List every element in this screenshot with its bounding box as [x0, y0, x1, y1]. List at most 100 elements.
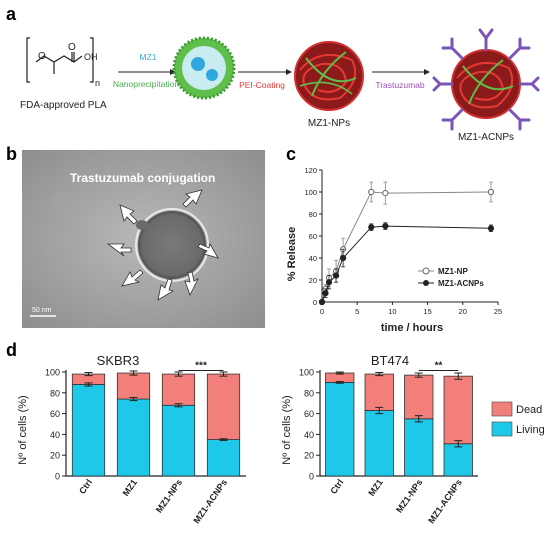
bar-ytick-label: 100	[299, 368, 314, 378]
bar-ytick-label: 0	[55, 472, 60, 482]
step3-label: Trastuzumab	[375, 80, 425, 90]
bar-living	[116, 398, 151, 477]
chart-c-point	[487, 188, 495, 196]
pla-label: FDA-approved PLA	[20, 100, 107, 111]
bar-dead	[161, 373, 196, 406]
legend-living-label: Living	[516, 424, 545, 436]
bar-ytick-label: 80	[50, 388, 60, 398]
legend-mz1-np-label: MZ1-NP	[438, 267, 468, 276]
bar-ytick-label: 20	[50, 451, 60, 461]
chart-c-xlabel: time / hours	[381, 322, 443, 334]
pla-structure-icon	[26, 37, 94, 83]
bar-ytick-label: 0	[309, 472, 314, 482]
chart-c-ytick-label: 40	[309, 254, 317, 263]
step2-label: PEI-Coating	[239, 80, 285, 90]
chart-c-ytick-label: 0	[313, 298, 317, 307]
chart-c-ylabel: % Release	[286, 227, 298, 281]
np-label: MZ1-NPs	[308, 118, 350, 129]
release-chart: 0 20 40 60 80 100 120 0 5 10 15 20 25	[304, 166, 502, 316]
bar-living	[161, 404, 196, 477]
bar-ytick-label: 60	[304, 409, 314, 419]
chart-c-point	[382, 190, 389, 197]
legend-dead-label: Dead	[516, 404, 542, 416]
skbr3-title: SKBR3	[97, 353, 140, 368]
chart-c-xtick-label: 25	[494, 307, 502, 316]
bar-category-label: MZ1	[121, 477, 140, 497]
bt474-ylabel: Nº of cells (%)	[281, 395, 293, 464]
arrow3-head	[424, 69, 430, 75]
bar-dead	[443, 375, 473, 445]
scale-bar-label: 50 nm	[32, 307, 52, 314]
bar-dead	[364, 373, 394, 411]
significance-label: ***	[195, 360, 207, 371]
bt474-chart: 0 20 40 60 80 100 Ctrl MZ1 MZ1-NPs MZ1-ACNPs **	[299, 360, 478, 525]
chart-c-ytick-label: 20	[309, 276, 317, 285]
bar-ytick-label: 40	[50, 430, 60, 440]
bar-dead	[404, 374, 434, 420]
chart-c-legend: MZ1-NP MZ1-ACNPs	[418, 267, 484, 288]
legend-mz1-acnps-marker	[423, 280, 429, 286]
pla-o-atom2: O	[68, 42, 76, 53]
mz1-np-particle-icon	[294, 41, 364, 111]
pla-oh-group: OH	[84, 52, 98, 62]
chart-c-point	[322, 290, 329, 297]
skbr3-chart: 0 20 40 60 80 100 Ctrl MZ1 MZ1-NPs MZ1-ACNPs ***	[45, 360, 246, 525]
chart-c-ytick-label: 120	[304, 166, 317, 175]
bar-category-label: MZ1-ACNPs	[191, 477, 229, 525]
tem-title: Trastuzumab conjugation	[70, 171, 215, 185]
bar-ytick-label: 100	[45, 368, 60, 378]
nanoparticle-core-icon	[172, 36, 236, 100]
chart-c-xtick-label: 10	[388, 307, 396, 316]
pla-o-atom: O	[38, 51, 46, 62]
bar-category-label: Ctrl	[77, 477, 94, 495]
bar-ytick-label: 40	[304, 430, 314, 440]
bar-category-label: Ctrl	[328, 477, 345, 495]
chart-c-ytick-label: 100	[304, 188, 317, 197]
panel-a-letter: a	[6, 4, 17, 24]
chart-c-series-line	[321, 225, 491, 303]
chart-c-xtick-label: 0	[320, 307, 324, 316]
chart-c-xtick-label: 15	[423, 307, 431, 316]
bar-dead	[206, 373, 241, 440]
significance-label: **	[435, 360, 443, 371]
bar-ytick-label: 20	[304, 451, 314, 461]
chart-c-ytick-label: 80	[309, 210, 317, 219]
legend-mz1-np-marker	[422, 267, 430, 275]
arrow1-head	[170, 69, 176, 75]
bar-living	[404, 418, 434, 477]
chart-c-point	[340, 254, 347, 262]
chart-c-ytick-label: 60	[309, 232, 317, 241]
bar-category-label: MZ1-NPs	[394, 477, 424, 514]
white-arrow-icons	[106, 189, 219, 301]
skbr3-ylabel: Nº of cells (%)	[17, 395, 29, 464]
arrow2-head	[286, 69, 292, 75]
tem-micrograph	[22, 150, 265, 328]
panel-d-letter: d	[6, 340, 17, 360]
chart-d-legend: Dead Living	[491, 401, 545, 437]
bar-dead	[116, 372, 151, 400]
bt474-title: BT474	[371, 353, 409, 368]
pla-n-subscript: n	[95, 78, 100, 88]
bar-living	[71, 384, 106, 477]
antibody-icons	[432, 28, 540, 131]
chart-c-point	[487, 225, 495, 232]
panel-b-letter: b	[6, 144, 17, 164]
chart-c-point	[368, 188, 375, 196]
bar-ytick-label: 60	[50, 409, 60, 419]
bar-living	[206, 439, 241, 477]
chart-c-point	[382, 223, 389, 230]
bar-living	[325, 381, 355, 477]
chart-c-point	[368, 224, 375, 231]
chart-c-point	[318, 298, 326, 306]
panel-c-letter: c	[286, 144, 296, 164]
chart-c-xtick-label: 5	[355, 307, 359, 316]
legend-living-swatch	[491, 421, 513, 437]
mz1-acnp-particle-icon	[451, 49, 521, 119]
chart-c-point	[325, 279, 333, 286]
bar-category-label: MZ1-NPs	[154, 477, 184, 514]
legend-mz1-acnps-label: MZ1-ACNPs	[438, 279, 484, 288]
chart-c-xtick-label: 20	[459, 307, 467, 316]
step1-top-label: MZ1	[140, 52, 157, 62]
bar-category-label: MZ1	[366, 477, 385, 497]
